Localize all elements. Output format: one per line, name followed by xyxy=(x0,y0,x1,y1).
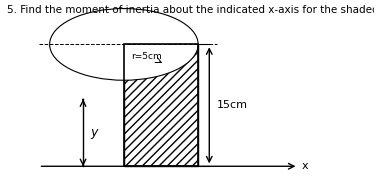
Text: 15cm: 15cm xyxy=(217,100,248,110)
Text: x: x xyxy=(302,161,309,171)
Bar xyxy=(124,44,198,166)
Circle shape xyxy=(50,9,198,80)
Bar xyxy=(124,44,198,166)
Text: r=5cm: r=5cm xyxy=(131,52,162,62)
Text: 5. Find the moment of inertia about the indicated x-axis for the shaded area.: 5. Find the moment of inertia about the … xyxy=(7,5,374,15)
Text: y: y xyxy=(91,126,98,139)
